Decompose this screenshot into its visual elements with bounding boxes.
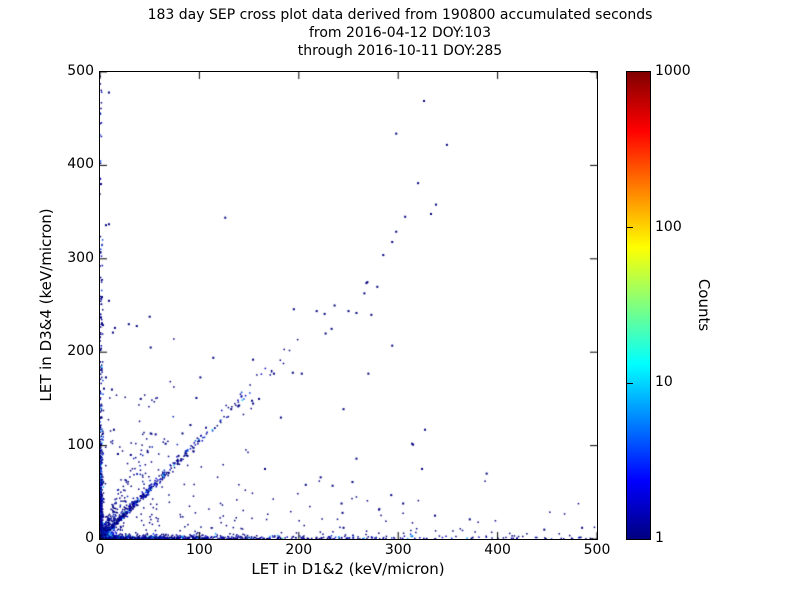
x-axis-label: LET in D1&2 (keV/micron) — [251, 560, 445, 578]
y-tick-label: 300 — [67, 249, 94, 266]
x-tick-label: 500 — [583, 542, 611, 558]
y-tick-label: 500 — [67, 63, 94, 79]
colorbar-tick-label: 100 — [655, 218, 682, 235]
y-tick-label: 100 — [67, 436, 94, 453]
x-tick-label: 100 — [186, 542, 213, 558]
x-tick-label: 300 — [384, 542, 412, 558]
colorbar-tick-label: 1000 — [655, 63, 691, 79]
chart-title-line3: through 2016-10-11 DOY:285 — [297, 43, 503, 59]
colorbar-tick-10 — [627, 382, 633, 384]
chart-title-line2: from 2016-04-12 DOY:103 — [308, 25, 491, 41]
y-tick-label: 0 — [85, 530, 94, 546]
y-tick-label: 200 — [67, 343, 94, 360]
colorbar-tick-100 — [627, 227, 633, 229]
colorbar-label: Counts — [695, 278, 713, 332]
colorbar-tick-label: 1 — [655, 530, 664, 546]
colorbar-gradient — [627, 72, 650, 539]
colorbar — [626, 71, 651, 540]
colorbar-tick-label: 10 — [655, 374, 673, 391]
y-tick-label: 400 — [67, 156, 94, 173]
x-tick-label: 200 — [285, 542, 313, 558]
x-tick-label: 0 — [95, 542, 105, 558]
chart-title-line1: 183 day SEP cross plot data derived from… — [147, 7, 653, 23]
scatter-canvas — [100, 72, 597, 539]
x-tick-label: 400 — [484, 542, 511, 558]
y-axis-label: LET in D3&4 (keV/micron) — [37, 208, 55, 402]
